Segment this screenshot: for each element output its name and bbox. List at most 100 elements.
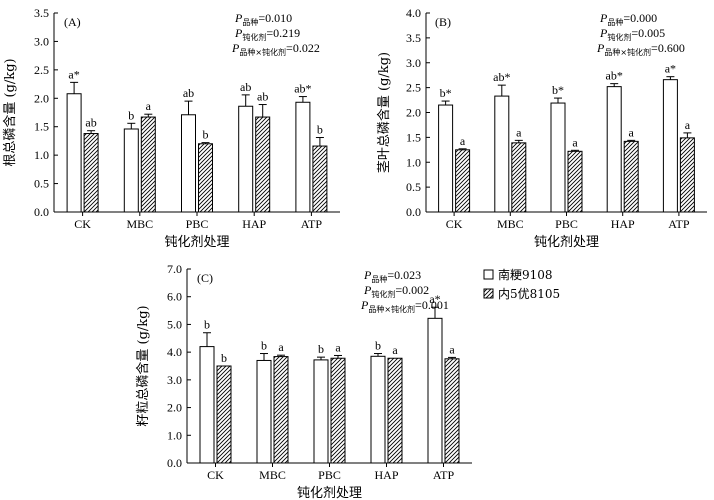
bar-nanjing9108 bbox=[606, 86, 622, 213]
y-tick-label: 0.0 bbox=[167, 456, 182, 470]
p-value-label: P品种×钝化剂=0.600 bbox=[596, 41, 685, 57]
significance-label: b bbox=[375, 339, 381, 353]
p-value-label: P品种×钝化剂=0.001 bbox=[360, 298, 449, 314]
significance-label: a bbox=[278, 340, 284, 354]
x-tick-label: MBC bbox=[126, 217, 153, 231]
bar-nei5you8105 bbox=[312, 145, 328, 213]
bar-nei5you8105 bbox=[511, 142, 527, 213]
bar-nanjing9108 bbox=[494, 95, 510, 213]
bar-nei5you8105 bbox=[216, 365, 232, 464]
bar-nei5you8105 bbox=[387, 357, 403, 464]
x-tick-label: ATP bbox=[668, 217, 690, 231]
significance-label: b* bbox=[440, 86, 452, 100]
significance-label: a* bbox=[68, 67, 79, 81]
significance-label: ab bbox=[183, 86, 194, 100]
x-tick-label: PBC bbox=[555, 217, 578, 231]
x-tick-label: CK bbox=[446, 217, 463, 231]
panel-label: (C) bbox=[197, 271, 213, 285]
bar-nei5you8105 bbox=[679, 137, 695, 213]
y-tick-label: 3.5 bbox=[34, 6, 49, 20]
p-value-label: P钝化剂=0.005 bbox=[599, 26, 665, 42]
y-tick-label: 3.5 bbox=[406, 31, 421, 45]
x-tick-label: ATP bbox=[301, 217, 323, 231]
y-tick-label: 4.0 bbox=[406, 6, 421, 20]
y-tick-label: 3.0 bbox=[406, 56, 421, 70]
significance-label: a* bbox=[429, 292, 440, 306]
y-tick-label: 1.0 bbox=[167, 428, 182, 442]
y-tick-label: 3.0 bbox=[34, 34, 49, 48]
significance-label: a bbox=[516, 125, 522, 139]
significance-label: a bbox=[460, 134, 466, 148]
bar-nanjing9108 bbox=[66, 93, 82, 213]
significance-label: a bbox=[572, 135, 578, 149]
significance-label: ab* bbox=[493, 70, 510, 84]
y-axis-title: 根总磷含量 (g/kg) bbox=[2, 58, 18, 166]
y-tick-label: 2.0 bbox=[34, 91, 49, 105]
significance-label: b bbox=[203, 128, 209, 142]
p-value-label: P钝化剂=0.219 bbox=[234, 26, 300, 42]
y-tick-label: 1.0 bbox=[34, 148, 49, 162]
y-tick-label: 2.0 bbox=[167, 401, 182, 415]
bar-nanjing9108 bbox=[295, 101, 311, 213]
bar-nanjing9108 bbox=[181, 114, 196, 213]
bar-nanjing9108 bbox=[427, 317, 443, 464]
p-value-label: P钝化剂=0.002 bbox=[363, 283, 429, 299]
significance-label: b bbox=[204, 318, 210, 332]
panel-label: (B) bbox=[435, 15, 451, 29]
y-tick-label: 7.0 bbox=[167, 262, 182, 276]
legend-label-nanjing: 南粳9108 bbox=[498, 267, 553, 282]
significance-label: b* bbox=[552, 83, 564, 97]
panel-label: (A) bbox=[64, 15, 81, 29]
significance-label: ab bbox=[240, 80, 251, 94]
significance-label: b bbox=[317, 123, 323, 137]
bar-nei5you8105 bbox=[140, 116, 156, 213]
y-tick-label: 2.5 bbox=[406, 81, 421, 95]
significance-label: a* bbox=[665, 62, 676, 76]
x-tick-label: ATP bbox=[433, 468, 455, 482]
significance-label: a bbox=[685, 118, 691, 132]
significance-label: b bbox=[128, 108, 134, 122]
significance-label: ab* bbox=[294, 82, 311, 96]
p-value-label: P品种×钝化剂=0.022 bbox=[231, 41, 320, 57]
y-tick-label: 2.5 bbox=[34, 63, 49, 77]
significance-label: b bbox=[318, 342, 324, 356]
y-tick-label: 0.0 bbox=[406, 205, 421, 219]
y-tick-label: 0.5 bbox=[406, 180, 421, 194]
x-axis-title: 钝化剂处理 bbox=[297, 486, 362, 500]
x-tick-label: PBC bbox=[186, 217, 209, 231]
y-tick-label: 2.0 bbox=[406, 106, 421, 120]
significance-label: ab bbox=[85, 116, 96, 130]
p-value-label: P品种=0.000 bbox=[599, 11, 657, 27]
y-axis-title: 茎叶总磷含量 (g/kg) bbox=[376, 52, 392, 173]
y-axis-title: 籽粒总磷含量 (g/kg) bbox=[135, 305, 151, 426]
x-tick-label: HAP bbox=[611, 217, 635, 231]
y-tick-label: 1.5 bbox=[34, 120, 49, 134]
bar-nei5you8105 bbox=[567, 150, 583, 213]
p-value-label: P品种=0.023 bbox=[363, 268, 421, 284]
bar-nei5you8105 bbox=[455, 149, 471, 213]
bar-nanjing9108 bbox=[550, 102, 566, 213]
bar-nei5you8105 bbox=[330, 357, 346, 464]
bar-nanjing9108 bbox=[313, 359, 329, 464]
y-tick-label: 1.5 bbox=[406, 130, 421, 144]
bar-nei5you8105 bbox=[273, 356, 289, 464]
significance-label: a bbox=[335, 340, 341, 354]
y-tick-label: 4.0 bbox=[167, 345, 182, 359]
y-tick-label: 0.5 bbox=[34, 177, 49, 191]
x-axis-title: 钝化剂处理 bbox=[164, 235, 229, 250]
y-tick-label: 0.0 bbox=[34, 205, 49, 219]
x-tick-label: MBC bbox=[259, 468, 286, 482]
legend: 南粳9108 内5优8105 bbox=[483, 267, 560, 301]
significance-label: a bbox=[629, 125, 635, 139]
x-tick-label: CK bbox=[207, 468, 224, 482]
bar-nanjing9108 bbox=[199, 346, 215, 464]
x-tick-label: HAP bbox=[242, 217, 266, 231]
significance-label: b bbox=[261, 339, 267, 353]
legend-swatch-nei5you bbox=[483, 288, 494, 299]
significance-label: a bbox=[146, 99, 152, 113]
x-tick-label: PBC bbox=[318, 468, 341, 482]
bar-nei5you8105 bbox=[198, 143, 213, 213]
legend-swatch-nanjing bbox=[483, 269, 494, 280]
